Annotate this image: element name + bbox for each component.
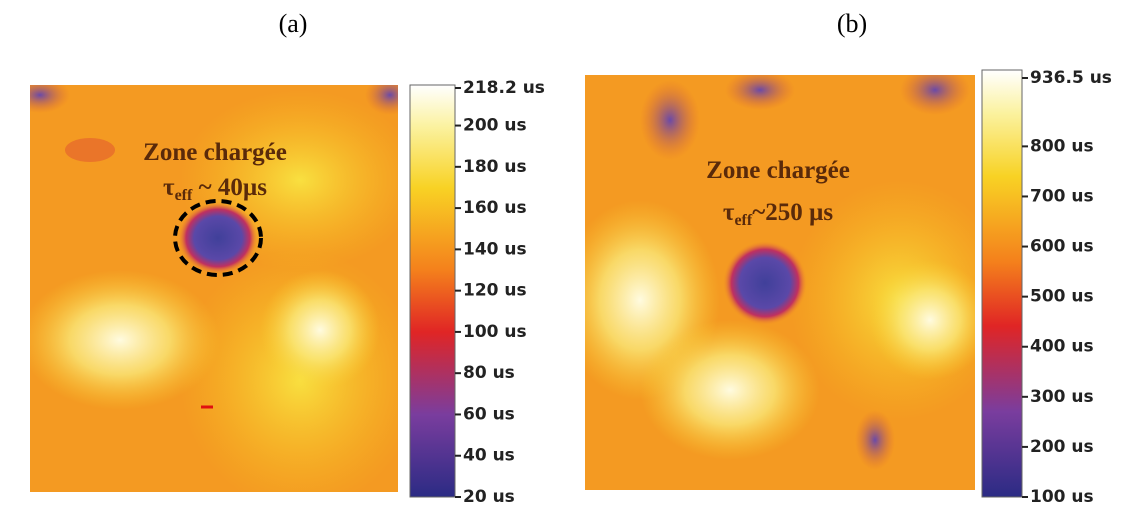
colorbar-tick-label: 100 us xyxy=(463,322,527,342)
annotation-tau: τeff~250 µs xyxy=(723,199,833,229)
colorbar-tick-label: 200 us xyxy=(1030,437,1094,457)
panel-label: (a) xyxy=(279,9,308,38)
colorbar-tick-label: 300 us xyxy=(1030,387,1094,407)
colorbar-tick-label: 120 us xyxy=(463,281,527,301)
panel-label: (b) xyxy=(837,9,867,38)
colorbar-tick-label: 936.5 us xyxy=(1030,68,1112,88)
colorbar-b xyxy=(981,69,1023,498)
annotation-tau: τeff ~ 40µs xyxy=(163,174,267,204)
colorbar-tick-label: 60 us xyxy=(463,404,515,424)
colorbar-tick-label: 20 us xyxy=(463,487,515,507)
colorbar-tick-label: 80 us xyxy=(463,363,515,383)
tau-subscript: eff xyxy=(734,212,752,229)
tau-subscript: eff xyxy=(175,187,193,204)
tau-symbol: τ xyxy=(723,199,735,226)
colorbar-tick-label: 800 us xyxy=(1030,136,1094,156)
colorbar-tick-label: 700 us xyxy=(1030,186,1094,206)
colorbar-tick-label: 40 us xyxy=(463,446,515,466)
colorbar-tick-label: 180 us xyxy=(463,157,527,177)
colorbar-tick-label: 400 us xyxy=(1030,337,1094,357)
colorbar-a xyxy=(409,84,456,498)
heatmap-a xyxy=(30,85,398,492)
colorbar-tick-label: 500 us xyxy=(1030,287,1094,307)
tau-value: ~ 40µs xyxy=(192,174,267,201)
colorbar-tick-label: 140 us xyxy=(463,239,527,259)
colorbar-tick-label: 160 us xyxy=(463,198,527,218)
colorbar-tick-label: 100 us xyxy=(1030,487,1094,507)
colorbar-tick-label: 200 us xyxy=(463,116,527,136)
annotation-title: Zone chargée xyxy=(706,157,850,184)
annotation-title: Zone chargée xyxy=(143,139,287,166)
tau-symbol: τ xyxy=(163,174,175,201)
colorbar-tick-label: 600 us xyxy=(1030,237,1094,257)
tau-value: ~250 µs xyxy=(752,199,833,226)
colorbar-tick-label: 218.2 us xyxy=(463,78,545,98)
heatmap-b xyxy=(585,75,975,490)
